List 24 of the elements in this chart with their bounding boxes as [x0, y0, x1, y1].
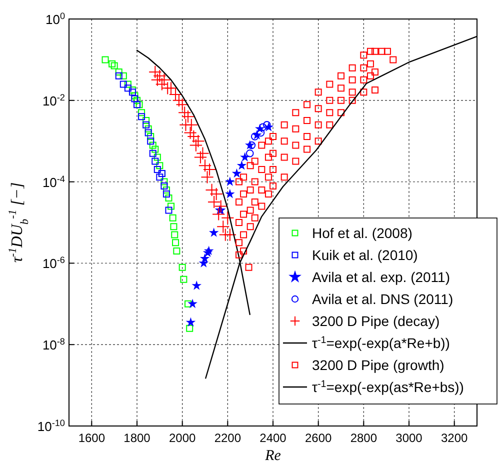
x-tick-label: 2200: [214, 431, 242, 445]
legend-label: 3200 D Pipe (decay): [312, 313, 440, 329]
x-tick-label: 2400: [260, 431, 287, 445]
legend-label: Hof et al. (2008): [312, 225, 412, 241]
legend-label: τ$^{-1}$=exp(-exp(a*Re+b)): [312, 334, 450, 351]
x-tick-label: 2800: [350, 431, 378, 445]
y-tick-label: 10$^{-4}$: [42, 174, 65, 190]
x-tick-label: 3200: [440, 431, 468, 445]
legend-label: Avila et al. exp. (2011): [312, 269, 450, 285]
x-tick-label: 1600: [78, 431, 106, 445]
y-tick-label: 10$^{-8}$: [42, 336, 65, 353]
y-tick-label: 10$^{-10}$: [37, 418, 65, 434]
legend-label: 3200 D Pipe (growth): [312, 357, 444, 373]
x-tick-label: 2600: [304, 431, 332, 445]
x-tick-label: 3000: [396, 431, 423, 445]
y-tick-label: 10$^{-6}$: [42, 255, 65, 272]
x-tick-label: 2000: [168, 431, 196, 445]
legend-label: Kuik et al. (2010): [312, 247, 418, 263]
legend-label: Avila et al. DNS (2011): [312, 291, 454, 307]
y-tick-label: 10$^{-2}$: [42, 92, 65, 108]
legend-label: τ$^{-1}$=exp(-exp(as*Re+bs)): [312, 378, 464, 395]
y-tick-label: 10$^{0}$: [45, 11, 65, 27]
x-tick-label: 1800: [124, 431, 151, 445]
x-axis-title: Re: [264, 448, 282, 461]
